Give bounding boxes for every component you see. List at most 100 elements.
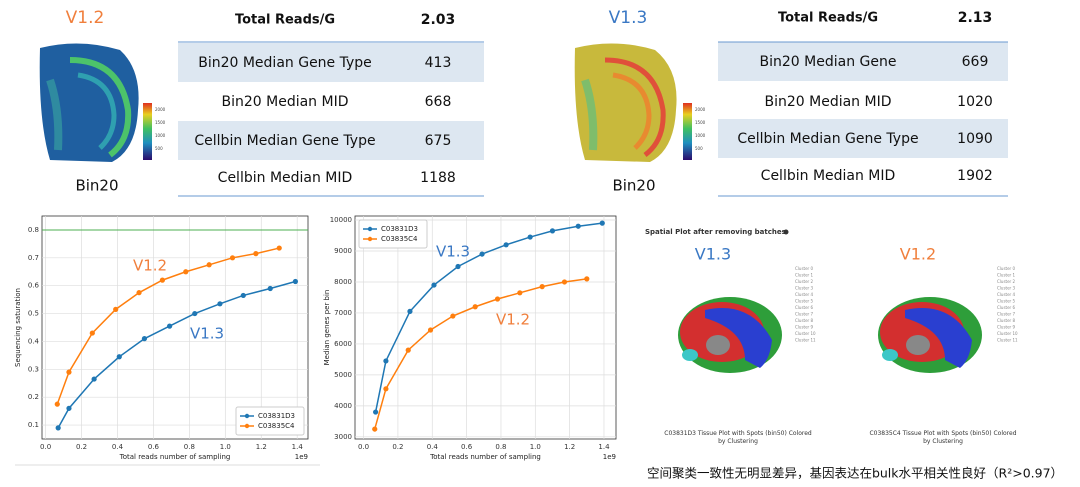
data-point (116, 354, 122, 360)
colorbar-label: 500 (695, 146, 703, 151)
version-label: V1.3 (695, 245, 731, 264)
table-value: 413 (425, 55, 452, 71)
cluster-legend: Cluster 3 (795, 286, 813, 291)
image-label: Bin20 (75, 177, 118, 195)
caption: C03831D3 Tissue Plot with Spots (bin50) … (664, 430, 811, 445)
data-point (599, 220, 605, 226)
colorbar-label: 1500 (155, 120, 166, 125)
data-point (450, 313, 456, 319)
x-tick-label: 1.0 (530, 443, 541, 451)
x-tick-label: 0.6 (461, 443, 473, 451)
x-tick-label: 0.4 (427, 443, 439, 451)
cluster-legend: Cluster 4 (997, 292, 1015, 297)
y-tick-label: 9000 (334, 247, 352, 255)
y-axis-label: Median genes per bin (323, 290, 331, 366)
data-point (66, 369, 72, 375)
table-row-bg (178, 43, 484, 82)
colorbar-label: 1000 (695, 133, 706, 138)
version-label: V1.2 (900, 245, 936, 264)
data-point (383, 386, 389, 392)
legend-label: C03835C4 (381, 235, 418, 243)
table-label: Total Reads/G (778, 11, 878, 26)
legend-label: C03835C4 (258, 422, 295, 430)
data-point (113, 306, 119, 312)
data-point (240, 292, 246, 299)
y-tick-label: 3000 (334, 433, 352, 441)
data-point (373, 409, 379, 415)
table-value: 1020 (957, 94, 993, 110)
data-point (561, 279, 568, 285)
data-point (539, 284, 545, 290)
data-point (494, 296, 501, 302)
table-label: Cellbin Median Gene Type (737, 131, 918, 147)
table-value: 675 (425, 133, 452, 149)
legend-label: C03831D3 (381, 225, 418, 233)
cluster-legend: Cluster 5 (997, 299, 1015, 304)
x-tick-label: 1.2 (256, 443, 267, 451)
colorbar-label: 2000 (155, 107, 166, 112)
data-point (292, 278, 299, 285)
table-value: 2.03 (421, 12, 456, 28)
data-point (183, 269, 189, 275)
table-value: 1902 (957, 168, 993, 184)
x-tick-label: 1.2 (564, 443, 575, 451)
colorbar-label: 1500 (695, 120, 706, 125)
y-tick-label: 8000 (334, 278, 352, 286)
caption-text: C03835C4 Tissue Plot with Spots (bin50) … (869, 430, 1017, 445)
table-value: 668 (425, 94, 452, 110)
table-label: Bin20 Median MID (222, 94, 349, 110)
x-tick-label: 0.2 (76, 443, 87, 451)
data-point (407, 308, 413, 314)
cluster-legend: Cluster 2 (997, 279, 1015, 284)
cluster-legend: Cluster 9 (997, 325, 1015, 330)
data-point (549, 228, 556, 234)
data-point (575, 223, 581, 229)
cluster-legend: Cluster 5 (795, 299, 813, 304)
data-point (159, 277, 166, 283)
colorbar-label: 500 (155, 146, 163, 151)
data-point (192, 310, 198, 317)
heatmap-image (574, 43, 692, 162)
cluster-legend: Cluster 0 (795, 266, 813, 271)
data-point (372, 426, 378, 432)
data-point (455, 263, 461, 270)
table-value: 1188 (420, 170, 456, 186)
cluster-legend: Cluster 6 (795, 305, 813, 310)
table-label: Cellbin Median MID (218, 170, 353, 186)
data-point (584, 276, 590, 282)
y-tick-label: 6000 (334, 340, 352, 348)
table-value: 669 (962, 54, 989, 70)
y-tick-label: 0.8 (28, 226, 39, 234)
y-tick-label: 4000 (334, 402, 352, 410)
x-tick-label: 0.6 (148, 443, 160, 451)
data-point (136, 290, 142, 296)
y-tick-label: 0.2 (28, 393, 39, 401)
tissue-plot (678, 297, 782, 373)
colorbar-label: 2000 (695, 107, 706, 112)
caption: C03835C4 Tissue Plot with Spots (bin50) … (869, 430, 1017, 445)
y-tick-label: 0.6 (28, 282, 40, 290)
y-tick-label: 0.5 (28, 310, 39, 318)
legend-marker (367, 236, 373, 242)
y-tick-label: 0.1 (28, 421, 39, 429)
data-point (89, 330, 95, 336)
data-point (472, 304, 478, 310)
y-tick-label: 5000 (334, 371, 352, 379)
table-label: Total Reads/G (235, 13, 335, 28)
x-tick-label: 0.4 (112, 443, 124, 451)
data-point (206, 262, 212, 268)
table-label: Cellbin Median Gene Type (194, 133, 375, 149)
x-tick-label: 0.0 (358, 443, 369, 451)
x-tick-label: 1.0 (220, 443, 231, 451)
cluster-legend: Cluster 7 (795, 312, 813, 317)
x-tick-label: 0.0 (40, 443, 51, 451)
annotation: V1.2 (496, 311, 530, 329)
legend-marker (244, 413, 250, 419)
data-point (66, 405, 72, 411)
data-point (479, 251, 485, 257)
legend-box (235, 406, 305, 436)
table-row-bg (718, 119, 1008, 158)
y-axis-label: Sequencing saturation (14, 288, 22, 367)
data-point (431, 282, 437, 288)
cluster-legend: Cluster 10 (997, 331, 1018, 336)
